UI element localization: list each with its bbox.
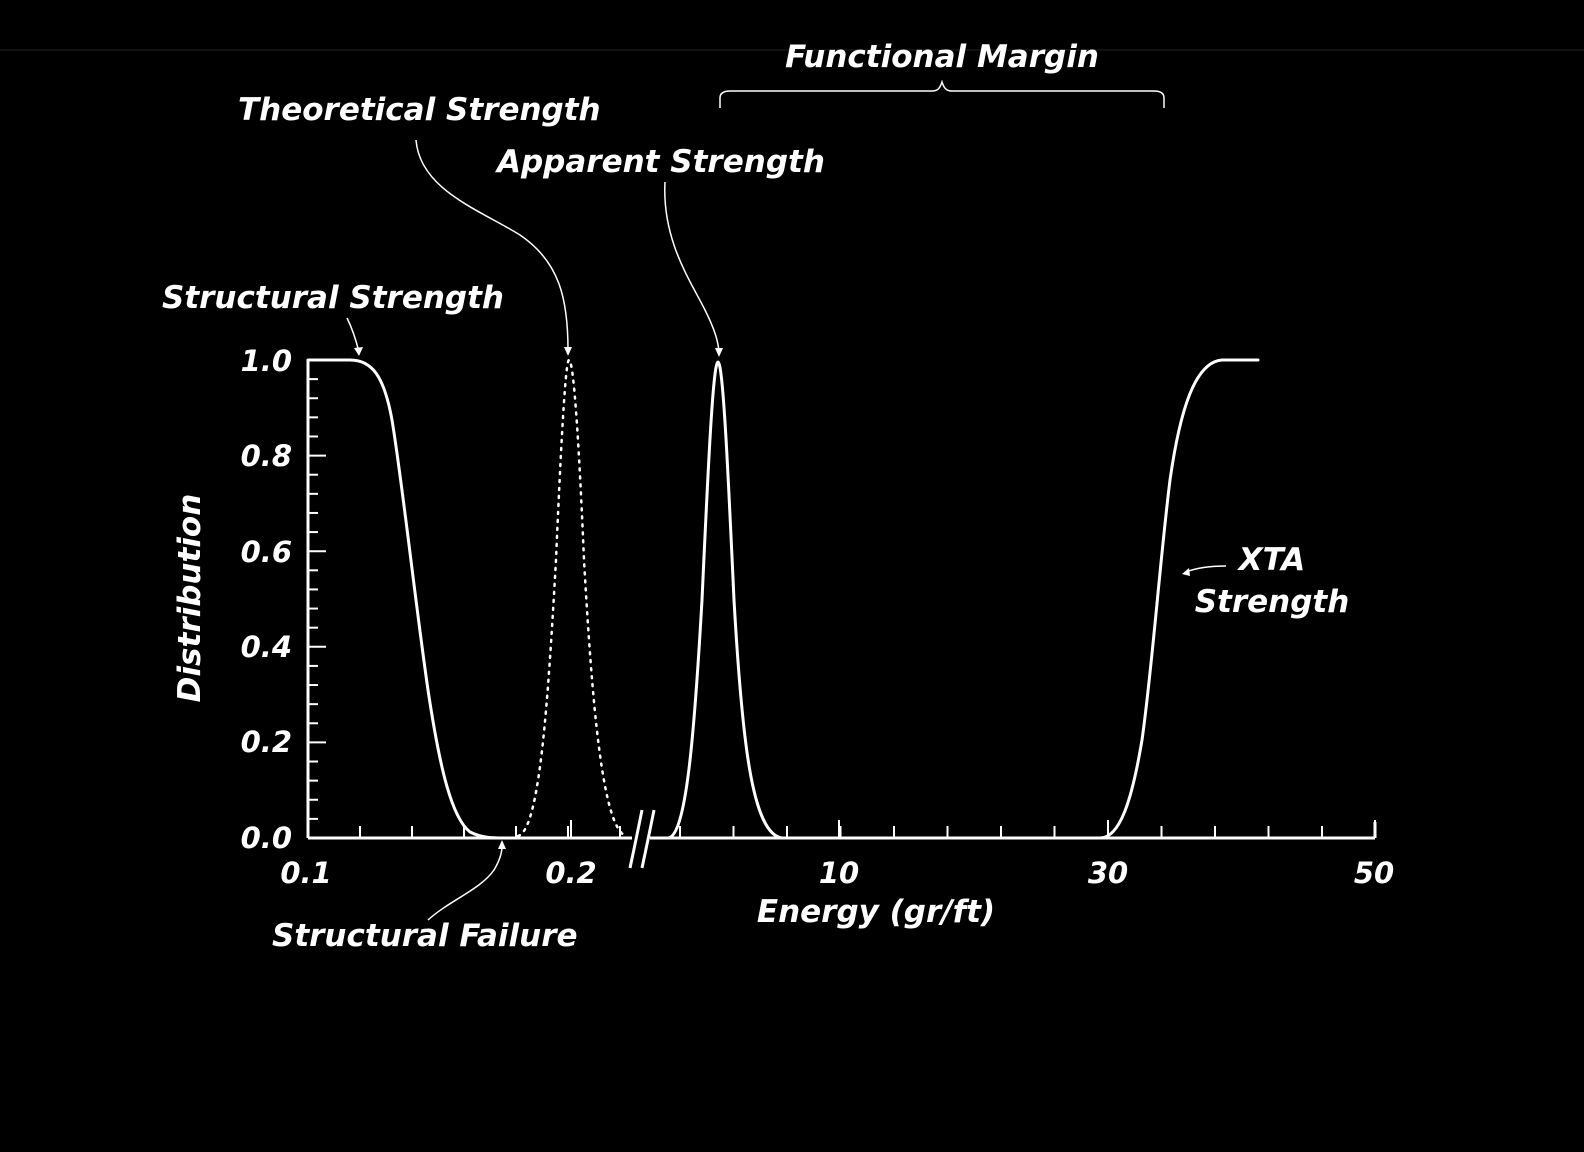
annotation-leaders [346,79,1227,921]
series-xta-strength [1070,358,1260,840]
leader-xta-strength [1185,565,1227,573]
annotation-structural-failure: Structural Failure [272,918,578,954]
y-tick-labels: 0.0 0.2 0.4 0.6 0.8 1.0 [241,344,292,855]
x-tick-label: 0.1 [280,856,331,890]
arrowhead-icon [354,347,363,356]
functional-margin-brace [719,79,1165,108]
y-tick-label: 1.0 [241,344,292,378]
annotation-xta-strength-line2: Strength [1195,584,1350,620]
x-tick-label: 30 [1088,856,1128,890]
leader-theoretical-strength [415,139,569,351]
series-theoretical-strength [516,358,628,838]
annotation-theoretical-strength: Theoretical Strength [238,92,601,128]
annotation-xta-strength-line1: XTA [1237,542,1306,578]
axis-break-mark-2 [640,809,656,869]
axes [306,359,1377,869]
leader-structural-strength [346,317,360,353]
annotation-labels: Structural Strength Theoretical Strength… [162,39,1349,954]
y-ticks [308,359,326,839]
annotation-functional-margin: Functional Margin [785,39,1099,75]
annotation-structural-strength: Structural Strength [162,280,504,316]
series-structural-strength [306,358,507,840]
y-tick-label: 0.0 [241,821,292,855]
x-tick-label: 0.2 [545,856,596,890]
x-tick-label: 10 [819,856,859,890]
y-tick-label: 0.6 [241,535,292,569]
series [306,358,1260,840]
arrowhead-icon [564,347,572,356]
x-tick-label: 50 [1354,856,1394,890]
axis-break-mark-1 [628,809,644,869]
y-tick-label: 0.8 [241,439,292,473]
y-tick-label: 0.2 [241,725,292,759]
x-axis-title: Energy (gr/ft) [757,894,995,930]
arrowhead-icon [498,840,506,849]
leader-apparent-strength [664,181,720,353]
arrowhead-icon [715,348,723,357]
y-axis-title: Distribution [172,494,208,703]
x-tick-labels: 0.1 0.2 10 30 50 [280,856,1394,890]
series-apparent-strength [666,360,784,840]
y-tick-label: 0.4 [241,630,292,664]
arrowhead-icon [1182,568,1190,576]
leader-structural-failure [427,845,503,921]
annotation-apparent-strength: Apparent Strength [494,144,825,180]
